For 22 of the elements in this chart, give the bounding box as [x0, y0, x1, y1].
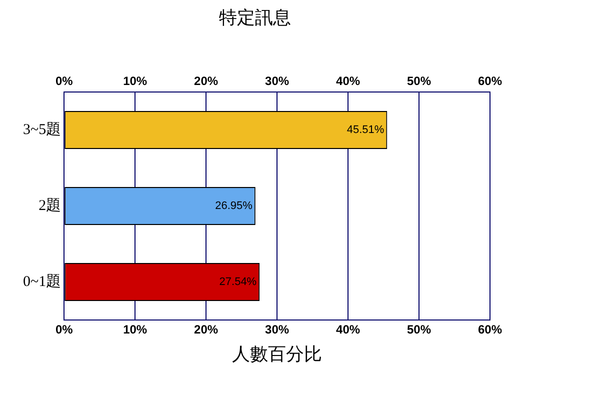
x2-tick-label: 50% [407, 74, 432, 88]
x2-tick-label: 60% [478, 74, 502, 88]
x-tick-label: 30% [265, 322, 290, 337]
y-tick-label: 0~1題 [22, 274, 62, 290]
x2-tick-label: 20% [194, 74, 218, 88]
x2-tick-label: 40% [336, 74, 360, 88]
x-tick-label: 40% [336, 322, 360, 337]
x-tick-label: 10% [123, 322, 148, 337]
x2-tick-label: 10% [123, 74, 148, 88]
x-tick-label: 50% [407, 322, 432, 337]
y-tick-label: 2題 [38, 198, 62, 214]
y-tick-label: 3~5題 [22, 122, 62, 138]
x-axis-title: 人數百分比 [232, 344, 322, 365]
x-tick-label: 60% [478, 322, 502, 337]
x-tick-label: 0% [55, 322, 74, 337]
data-label: 45.51% [346, 124, 384, 136]
data-label: 26.95% [215, 200, 253, 212]
x2-tick-label: 30% [265, 74, 290, 88]
data-label: 27.54% [219, 276, 257, 288]
chart-title: 特定訊息 [219, 7, 291, 28]
x2-tick-label: 0% [55, 74, 74, 88]
x-tick-label: 20% [194, 322, 218, 337]
